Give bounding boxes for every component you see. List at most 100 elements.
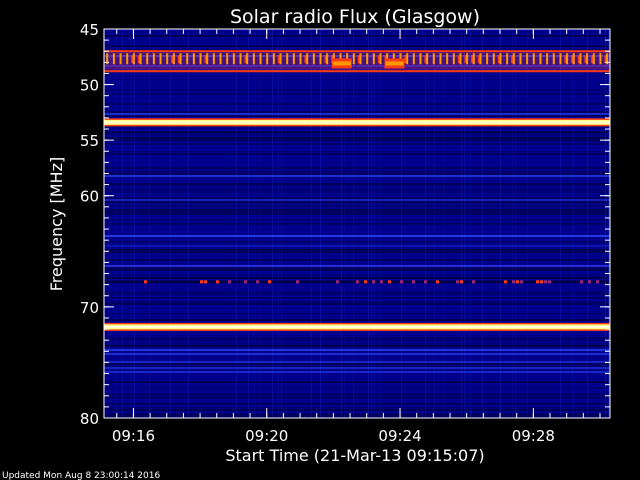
noise-row <box>104 57 610 59</box>
noise-row <box>104 293 610 295</box>
band-spike <box>459 53 462 65</box>
band-speck <box>216 280 219 284</box>
noise-row <box>104 371 610 373</box>
noise-row <box>104 287 610 289</box>
band-spike <box>139 53 142 65</box>
noise-row <box>104 257 610 259</box>
x-tick-label: 09:16 <box>112 427 155 445</box>
noise-row <box>104 107 610 109</box>
band-spike <box>372 53 375 65</box>
noise-column <box>254 29 255 418</box>
noise-row <box>104 115 610 117</box>
y-tick-label: 50 <box>80 77 99 95</box>
noise-column <box>500 29 501 418</box>
x-axis-label: Start Time (21-Mar-13 09:15:07) <box>225 446 484 465</box>
noise-row <box>104 375 610 377</box>
noise-row <box>104 259 610 261</box>
band-spike <box>512 53 515 65</box>
noise-row <box>104 243 610 245</box>
band-spike <box>552 53 555 65</box>
noise-row <box>104 61 610 63</box>
noise-row <box>104 385 610 387</box>
noise-column <box>605 29 606 418</box>
band-spike <box>152 53 155 65</box>
band-spike <box>506 53 509 65</box>
band-speck <box>372 280 375 284</box>
band-center <box>104 325 610 328</box>
noise-row <box>104 203 610 205</box>
noise-row <box>104 275 610 277</box>
band-spike <box>584 55 587 64</box>
noise-row <box>104 411 610 413</box>
noise-row <box>104 239 610 241</box>
noise-row <box>104 285 610 287</box>
noise-column <box>353 29 354 418</box>
noise-row <box>104 169 610 171</box>
noise-row <box>104 361 610 363</box>
noise-row <box>104 415 610 417</box>
noise-row <box>104 81 610 83</box>
band-spike <box>259 53 262 65</box>
band-spike <box>492 53 495 65</box>
band-spike <box>366 53 369 65</box>
noise-row <box>104 295 610 297</box>
noise-row <box>104 95 610 97</box>
noise-row <box>104 265 610 267</box>
chart-title: Solar radio Flux (Glasgow) <box>230 6 480 28</box>
noise-row <box>104 347 610 349</box>
noise-column <box>587 29 588 418</box>
band-spike <box>199 53 202 65</box>
noise-row <box>104 99 610 101</box>
noise-column <box>281 29 282 418</box>
band-spike <box>292 53 295 65</box>
band-speck <box>436 280 439 284</box>
noise-row <box>104 89 610 91</box>
band-spike <box>472 53 475 65</box>
noise-row <box>104 179 610 181</box>
updated-timestamp: Updated Mon Aug 8 23:00:14 2016 <box>2 471 160 480</box>
band-spike <box>306 53 309 65</box>
noise-column <box>464 29 465 418</box>
noise-row <box>104 297 610 299</box>
noise-row <box>104 135 610 137</box>
noise-column <box>344 29 345 418</box>
noise-column <box>425 29 426 418</box>
y-tick-label: 70 <box>80 299 99 317</box>
noise-row <box>104 187 610 189</box>
band-spike <box>579 53 582 65</box>
noise-row <box>104 165 610 167</box>
band-spike <box>497 55 500 64</box>
noise-row <box>104 87 610 89</box>
noise-row <box>104 377 610 379</box>
noise-row <box>104 381 610 383</box>
band-speck <box>512 280 515 284</box>
band-speck <box>472 280 475 284</box>
band-spike <box>406 53 409 65</box>
noise-column <box>374 29 375 418</box>
band-spike <box>299 53 302 65</box>
noise-row <box>104 319 610 321</box>
noise-row <box>104 251 610 253</box>
band-speck <box>364 280 367 284</box>
noise-row <box>104 47 610 49</box>
emission-bands <box>104 50 610 331</box>
noise-row <box>104 207 610 209</box>
band-spike <box>526 53 529 65</box>
noise-row <box>104 161 610 163</box>
band-center <box>104 121 610 124</box>
noise-row <box>104 235 610 237</box>
noise-row <box>104 289 610 291</box>
noise-row <box>104 33 610 35</box>
band-speck <box>548 280 551 284</box>
band-spike <box>499 53 502 65</box>
band-spike <box>286 53 289 65</box>
noise-row <box>104 229 610 231</box>
noise-column <box>170 29 171 418</box>
band-spike <box>126 53 129 65</box>
band-spike <box>132 53 135 65</box>
band-speck <box>256 280 259 284</box>
band-spike <box>471 55 474 64</box>
noise-row <box>104 399 610 401</box>
noise-column <box>515 29 516 418</box>
noise-column <box>341 29 342 418</box>
